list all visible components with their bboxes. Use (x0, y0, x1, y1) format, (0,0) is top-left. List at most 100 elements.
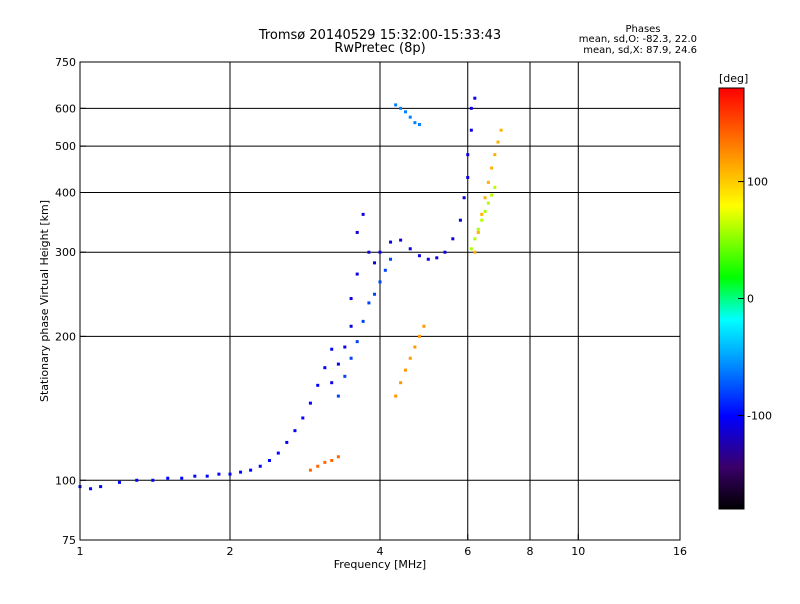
x-tick-label: 4 (377, 545, 384, 558)
data-point (473, 250, 477, 254)
colorbar-tick-label: 0 (747, 293, 754, 306)
data-point (180, 476, 184, 480)
data-point (480, 212, 484, 216)
data-point (462, 196, 466, 200)
x-axis-label: Frequency [MHz] (334, 558, 426, 571)
data-point (493, 185, 497, 189)
data-point (316, 383, 320, 387)
data-point (330, 381, 334, 385)
data-point (389, 257, 393, 261)
data-point (476, 227, 480, 231)
data-point (228, 472, 232, 476)
data-point (367, 250, 371, 254)
data-point (413, 121, 417, 125)
data-point (336, 394, 340, 398)
data-point (490, 193, 494, 197)
data-point (443, 250, 447, 254)
data-point (355, 272, 359, 276)
data-point (473, 237, 477, 241)
data-point (394, 103, 398, 107)
y-tick-label: 300 (55, 246, 76, 259)
data-point (349, 324, 353, 328)
data-point (408, 356, 412, 360)
data-point (469, 128, 473, 132)
data-point (285, 440, 289, 444)
data-point (343, 345, 347, 349)
data-point (466, 175, 470, 179)
data-point (435, 256, 439, 260)
data-point (323, 366, 327, 370)
phases-x-stats: mean, sd,X: 87.9, 24.6 (583, 45, 697, 56)
data-point (383, 268, 387, 272)
data-point (408, 115, 412, 119)
data-point (486, 180, 490, 184)
data-point (378, 250, 382, 254)
data-point (399, 106, 403, 110)
data-point (403, 368, 407, 372)
data-point (135, 478, 139, 482)
x-tick-label: 2 (227, 545, 234, 558)
data-point (493, 153, 497, 157)
data-point (258, 464, 262, 468)
data-point (417, 254, 421, 258)
data-point (249, 468, 253, 472)
x-tick-label: 6 (464, 545, 471, 558)
y-tick-label: 400 (55, 186, 76, 199)
y-tick-label: 100 (55, 474, 76, 487)
data-point (349, 297, 353, 301)
data-point (267, 458, 271, 462)
data-point (458, 218, 462, 222)
y-tick-label: 600 (55, 102, 76, 115)
data-point (293, 429, 297, 433)
x-tick-label: 10 (571, 545, 585, 558)
data-point (399, 238, 403, 242)
data-point (403, 110, 407, 114)
data-point (276, 451, 280, 455)
data-point (330, 347, 334, 351)
data-point (205, 474, 209, 478)
data-point (316, 464, 320, 468)
data-point (399, 381, 403, 385)
data-point (117, 480, 121, 484)
data-point (308, 468, 312, 472)
data-point (490, 166, 494, 170)
data-point (394, 394, 398, 398)
y-tick-label: 200 (55, 330, 76, 343)
x-tick-label: 1 (77, 545, 84, 558)
colorbar-label: [deg] (719, 72, 748, 85)
data-point (166, 476, 170, 480)
data-point (486, 201, 490, 205)
data-point (301, 416, 305, 420)
data-point (480, 218, 484, 222)
data-point (373, 292, 377, 296)
colorbar-tick-label: 100 (747, 176, 768, 189)
data-point (476, 230, 480, 234)
data-point (336, 362, 340, 366)
data-point (99, 485, 103, 489)
data-point (239, 470, 243, 474)
data-point (343, 374, 347, 378)
data-point (378, 280, 382, 284)
data-point (483, 196, 487, 200)
data-point (367, 301, 371, 305)
data-point (389, 240, 393, 244)
data-point (422, 324, 426, 328)
data-point (413, 345, 417, 349)
data-point (496, 140, 500, 144)
data-point (469, 247, 473, 251)
data-point (361, 212, 365, 216)
data-point (355, 340, 359, 344)
data-point (373, 261, 377, 265)
data-point (308, 401, 312, 405)
data-point (330, 458, 334, 462)
phases-o-stats: mean, sd,O: -82.3, 22.0 (579, 34, 697, 45)
y-tick-label: 500 (55, 140, 76, 153)
data-point (408, 247, 412, 251)
data-point (89, 487, 93, 491)
data-point (336, 455, 340, 459)
data-point (451, 237, 455, 241)
phases-heading: Phases (625, 24, 660, 35)
x-tick-label: 16 (673, 545, 687, 558)
data-point (151, 478, 155, 482)
